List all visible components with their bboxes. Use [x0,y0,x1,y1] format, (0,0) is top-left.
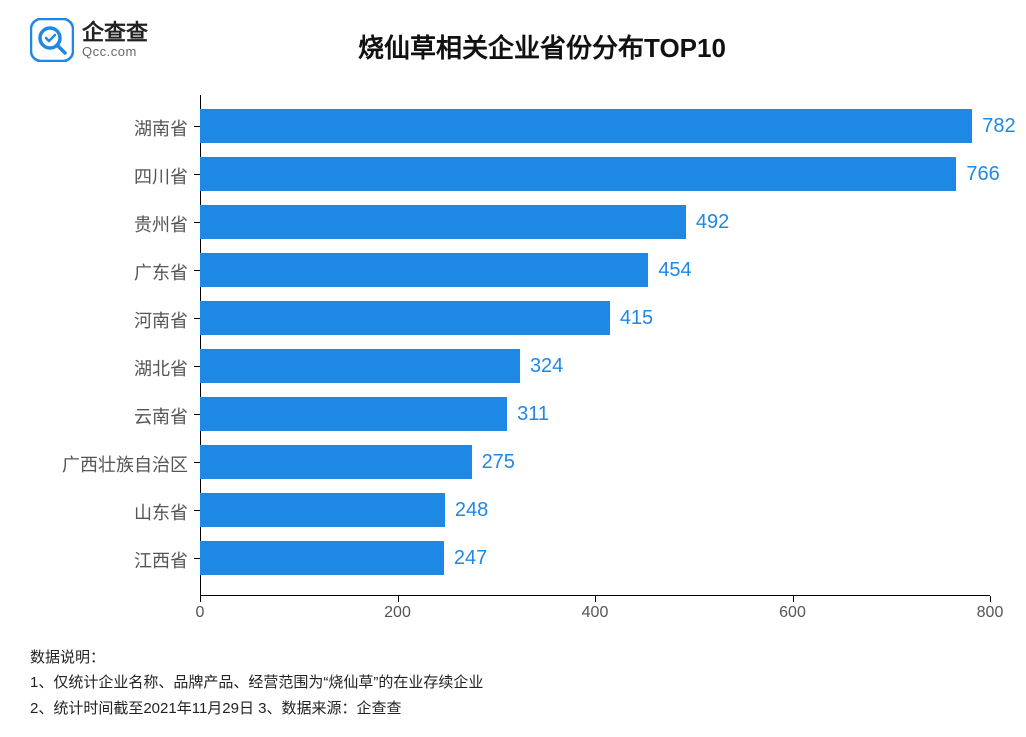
bar-row: 248 [200,493,488,527]
bar-value-label: 415 [620,307,653,330]
bar [200,397,507,431]
logo: 企查查 Qcc.com [30,18,148,62]
logo-en: Qcc.com [82,45,148,59]
bar [200,301,610,335]
bar [200,493,445,527]
logo-text: 企查查 Qcc.com [82,21,148,59]
bar-value-label: 248 [455,499,488,522]
bar-category-label: 四川省 [38,163,188,189]
x-axis-tick [990,596,991,602]
footer-line1: 1、仅统计企业名称、品牌产品、经营范围为“烧仙草”的在业存续企业 [30,670,483,696]
logo-cn: 企查查 [82,21,148,45]
bar-category-label: 山东省 [38,499,188,525]
bar-row: 324 [200,349,563,383]
x-axis-tick-label: 0 [196,604,205,622]
bar-row: 454 [200,253,692,287]
bar-value-label: 324 [530,355,563,378]
bar [200,541,444,575]
bar-category-label: 广西壮族自治区 [38,451,188,477]
bar-row: 275 [200,445,515,479]
footer-line2: 2、统计时间截至2021年11月29日 3、数据来源：企查查 [30,696,483,722]
x-axis-tick [793,596,794,602]
x-axis-tick [200,596,201,602]
bar [200,349,520,383]
bar [200,253,648,287]
bar [200,157,956,191]
bar-value-label: 782 [982,115,1015,138]
bar-category-label: 河南省 [38,307,188,333]
bar-value-label: 247 [454,547,487,570]
page: 企查查 Qcc.com 烧仙草相关企业省份分布TOP10 湖南省782四川省76… [0,0,1026,737]
bar-row: 311 [200,397,549,431]
bar-category-label: 贵州省 [38,211,188,237]
bar-value-label: 492 [696,211,729,234]
bar-value-label: 766 [966,163,999,186]
x-axis-tick [398,596,399,602]
x-axis-tick [595,596,596,602]
x-axis-tick-label: 400 [582,604,609,622]
bar-value-label: 311 [517,403,549,426]
chart-title: 烧仙草相关企业省份分布TOP10 [148,18,996,65]
bar [200,445,472,479]
bar-row: 782 [200,109,1016,143]
bar-row: 766 [200,157,1000,191]
bar-category-label: 湖南省 [38,115,188,141]
bar-value-label: 275 [482,451,515,474]
footer: 数据说明： 1、仅统计企业名称、品牌产品、经营范围为“烧仙草”的在业存续企业 2… [30,645,483,722]
header: 企查查 Qcc.com 烧仙草相关企业省份分布TOP10 [30,18,996,65]
qcc-logo-icon [30,18,74,62]
bar-row: 415 [200,301,653,335]
x-axis-tick-label: 200 [384,604,411,622]
bar-value-label: 454 [658,259,691,282]
bar [200,109,972,143]
bar-category-label: 广东省 [38,259,188,285]
bar-category-label: 江西省 [38,547,188,573]
bar-category-label: 云南省 [38,403,188,429]
bar-row: 492 [200,205,729,239]
x-axis: 0200400600800 [200,595,990,625]
x-axis-tick-label: 600 [779,604,806,622]
plot-area: 湖南省782四川省766贵州省492广东省454河南省415湖北省324云南省3… [200,95,990,595]
x-axis-tick-label: 800 [977,604,1004,622]
bar [200,205,686,239]
footer-heading: 数据说明： [30,645,483,671]
bar-category-label: 湖北省 [38,355,188,381]
chart: 湖南省782四川省766贵州省492广东省454河南省415湖北省324云南省3… [40,95,1000,635]
bar-row: 247 [200,541,487,575]
